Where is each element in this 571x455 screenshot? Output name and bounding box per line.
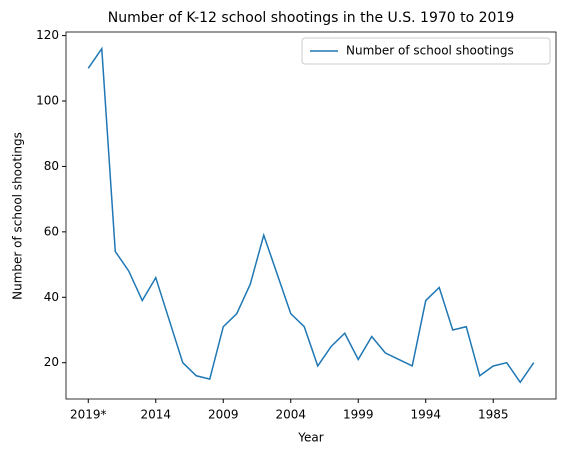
y-axis-label: Number of school shootings [11, 132, 25, 300]
x-tick-label: 2019* [70, 408, 107, 422]
x-tick-label: 1985 [478, 408, 509, 422]
line-series [87, 46, 535, 384]
y-tick-label: 80 [44, 159, 59, 173]
plot-frame [65, 31, 557, 400]
x-tick-label: 2009 [208, 408, 239, 422]
y-tick-label: 120 [36, 28, 59, 42]
chart-title: Number of K-12 school shootings in the U… [108, 10, 515, 26]
x-tick-label: 1999 [343, 408, 374, 422]
y-tick-label: 40 [44, 290, 59, 304]
legend-box [301, 37, 551, 65]
y-tick-label: 100 [36, 94, 59, 108]
legend-label: Number of school shootings [346, 44, 514, 58]
y-tick-label: 60 [44, 224, 59, 238]
x-tick-label: 2014 [140, 408, 171, 422]
x-tick-label: 2004 [275, 408, 306, 422]
y-tick-label: 20 [44, 355, 59, 369]
x-axis-label: Year [297, 431, 323, 445]
x-tick-label: 1994 [410, 408, 441, 422]
